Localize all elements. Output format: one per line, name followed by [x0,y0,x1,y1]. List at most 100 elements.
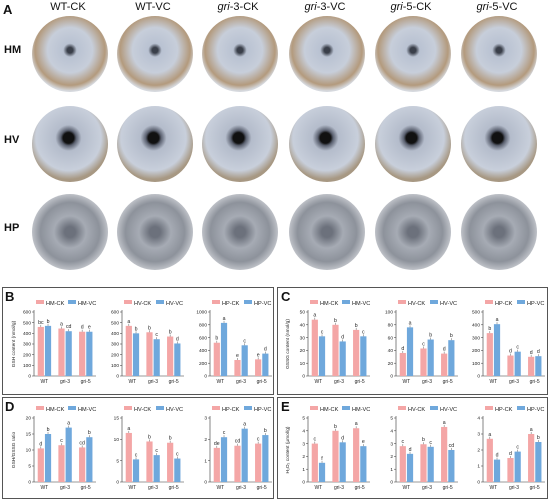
significance-label: b [450,333,453,339]
legend-label: HM-CK [320,407,339,413]
row-header: HV [4,134,20,146]
y-tick-label: 10 [114,437,120,443]
bar [44,325,52,376]
petri-dish-image [32,106,108,182]
y-tick-label: 40 [300,323,306,329]
bar-chart-D2: HV-CK HV-VC 0 5 10 15 a c WT b c gri-3 b c gri-5 [114,406,184,491]
significance-label: a [60,322,63,328]
legend-swatch [68,300,76,304]
bar [399,352,406,376]
y-tick-label: 5 [302,416,305,422]
significance-label: c [257,437,260,443]
bar [167,442,174,482]
x-tick-label: gri-5 [169,485,179,491]
panel-e-box [277,397,548,499]
legend-label: HM-VC [352,301,370,307]
x-tick-label: gri-5 [443,485,453,491]
legend-label: HV-VC [166,301,183,307]
y-tick-label: 80 [388,323,394,329]
legend-swatch [156,406,164,410]
petri-dish-image [461,16,537,92]
significance-label: b [47,319,50,325]
panel-letter-c: C [281,289,291,304]
significance-label: a [127,319,130,325]
bar [86,437,93,482]
bar [493,459,501,482]
bar [441,353,448,376]
row-header: HP [4,222,20,234]
x-tick-label: gri-3 [60,379,70,385]
legend-swatch [517,300,525,304]
y-tick-label: 0 [390,480,393,486]
legend: HP-CK HP-VC [485,300,544,307]
y-tick-label: 1 [390,467,393,473]
x-tick-label: gri-5 [257,485,267,491]
significance-label: cd [79,440,85,446]
bar [318,336,326,376]
y-axis-label: GSSG content (nmol/g) [285,319,291,369]
significance-label: b [422,437,425,443]
significance-label: a [313,313,316,319]
legend-label: HV-VC [440,407,457,413]
y-tick-label: 5 [28,464,31,470]
petri-dish-image [202,194,278,270]
bar [353,329,360,376]
significance-label: b [488,326,491,332]
legend-label: HV-VC [166,407,183,413]
panel-b-box [2,287,274,395]
column-header: gri-3-VC [304,1,346,13]
legend: HM-CK HM-VC [310,406,370,413]
x-tick-label: WT [489,379,497,385]
bar-chart-E1: HM-CK HM-VC 0 1 2 3 4 5 H₂O₂ content (μmol/g) c f W… [285,406,370,491]
bar [125,432,132,482]
y-tick-label: 400 [23,331,31,337]
column-header: gri-5-VC [476,1,518,13]
bar [65,427,72,482]
significance-label: a [127,426,130,432]
significance-label: b [429,333,432,339]
petri-dish-image [117,106,193,182]
bar [448,450,455,482]
significance-label: d [176,336,179,342]
y-tick-label: 500 [111,320,119,326]
petri-dish-image [117,194,193,270]
panel-c-box [277,287,548,395]
bar [79,331,86,376]
y-tick-label: 300 [472,335,480,341]
bar [353,428,360,482]
y-tick-label: 100 [111,363,119,369]
bar [339,341,346,376]
significance-label: b [215,336,218,342]
x-tick-label: gri-5 [355,485,365,491]
y-tick-label: 600 [199,335,207,341]
y-tick-label: 2 [302,454,305,460]
y-tick-label: 200 [472,348,480,354]
x-tick-label: gri-3 [148,379,158,385]
significance-label: d [509,451,512,457]
y-tick-label: 5 [116,458,119,464]
significance-label: b [47,427,50,433]
x-tick-label: WT [128,379,136,385]
significance-label: e [362,439,365,445]
legend-label: HM-CK [46,301,65,307]
legend-label: HV-CK [408,407,425,413]
significance-label: d [496,453,499,459]
y-tick-label: 0 [477,374,480,380]
y-tick-label: 400 [472,323,480,329]
y-tick-label: 500 [472,310,480,316]
significance-label: b [148,434,151,440]
petri-dish-image [32,194,108,270]
x-tick-label: gri-5 [530,379,540,385]
legend-label: HM-CK [46,407,65,413]
legend: HV-CK HV-VC [124,406,183,413]
bar [448,340,455,376]
bar [241,345,248,376]
significance-label: d [264,347,267,353]
x-tick-label: gri-5 [355,379,365,385]
y-tick-label: 10 [26,448,32,454]
significance-label: c [155,332,158,338]
legend-label: HM-VC [78,301,96,307]
bar [220,322,228,376]
y-tick-label: 15 [114,416,120,422]
